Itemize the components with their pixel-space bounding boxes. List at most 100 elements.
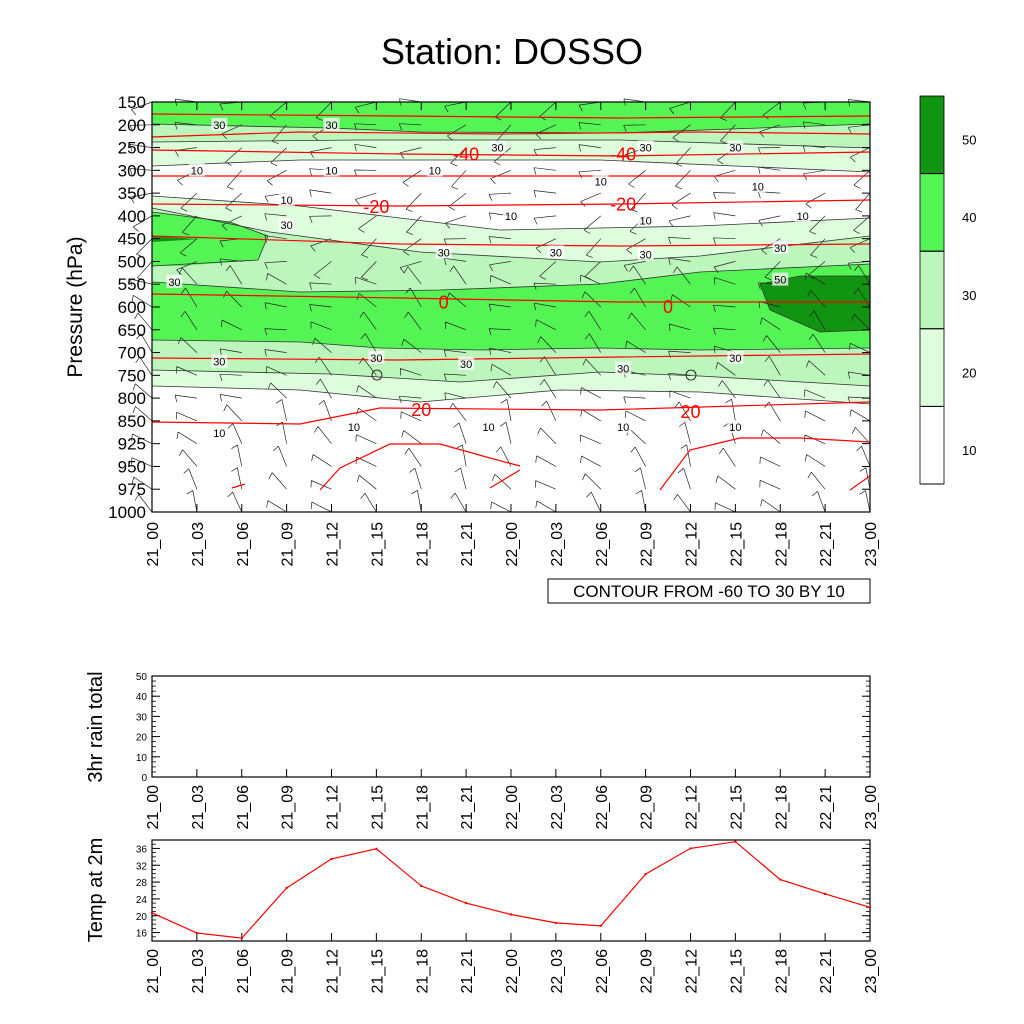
temp-point bbox=[644, 872, 647, 876]
temp-point bbox=[285, 886, 288, 890]
x-tick-label: 21_15 bbox=[369, 949, 386, 994]
y-tick-label: 16 bbox=[136, 929, 148, 940]
pressure-tick-label: 800 bbox=[118, 389, 146, 408]
temp-axes: 16 20 24 28 32 36 21_00 21_03 21_06 21_09 21_12 21_… bbox=[136, 839, 880, 994]
x-tick-label: 22_00 bbox=[504, 949, 521, 994]
temperature-contour-line bbox=[151, 113, 871, 119]
temperature-contour-line bbox=[231, 483, 246, 489]
pressure-tick-label: 250 bbox=[118, 139, 146, 158]
humidity-label-bg bbox=[211, 117, 228, 131]
temperature-contour-label: 20 bbox=[411, 400, 431, 420]
y-tick-label: 32 bbox=[136, 861, 148, 872]
cross-section-panel: 30 30 30 30 30 10 10 10 10 10 10 30 10 10 10 30 30 30 30 30… bbox=[64, 93, 880, 604]
humidity-label: 30 bbox=[281, 220, 293, 232]
temp-points bbox=[150, 840, 872, 940]
legend-label: 10 bbox=[962, 443, 976, 458]
humidity-contour-lines bbox=[151, 123, 871, 405]
pressure-tick-label: 300 bbox=[118, 161, 146, 180]
rain-axes: 0 10 20 30 40 50 21_00 21_03 21_06 21_09 21_12 21_1… bbox=[136, 672, 880, 830]
legend-label: 30 bbox=[962, 288, 976, 303]
y-tick-label: 28 bbox=[136, 878, 148, 889]
humidity-label-bg bbox=[772, 240, 789, 254]
humidity-label: 30 bbox=[460, 359, 472, 371]
pressure-tick-label: 950 bbox=[118, 457, 146, 476]
humidity-label-bg bbox=[727, 419, 744, 433]
humidity-label: 30 bbox=[640, 143, 652, 155]
temperature-contour-line bbox=[151, 235, 871, 247]
humidity-label-bg bbox=[278, 218, 295, 231]
pressure-axis-label: Pressure (hPa) bbox=[64, 236, 87, 377]
humidity-label-bg bbox=[211, 354, 228, 368]
humidity-label-bg bbox=[727, 351, 744, 365]
time-axis-main: 21_00 21_03 21_06 21_09 21_12 21_15 21_18 21_21… bbox=[145, 102, 880, 567]
humidity-label: 10 bbox=[617, 422, 629, 434]
legend-label: 50 bbox=[962, 133, 976, 148]
time-tick-label: 22_18 bbox=[773, 522, 790, 567]
humidity-label: 10 bbox=[505, 211, 517, 223]
temperature-contour-label: 0 bbox=[663, 297, 673, 317]
humidity-label: 10 bbox=[281, 195, 293, 207]
pressure-tick-label: 1000 bbox=[108, 503, 146, 522]
x-tick-label: 22_06 bbox=[594, 785, 611, 830]
pressure-tick-label: 650 bbox=[118, 321, 146, 340]
x-tick-label: 22_03 bbox=[549, 949, 566, 994]
x-tick-label: 22_21 bbox=[818, 785, 835, 830]
temp-point bbox=[330, 857, 333, 861]
humidity-contour-line bbox=[151, 385, 871, 405]
temperature-contour-label: 0 bbox=[439, 292, 449, 312]
legend-label: 40 bbox=[962, 210, 976, 225]
legend-label: 20 bbox=[962, 365, 976, 380]
temp-point bbox=[734, 840, 737, 843]
humidity-label-bg bbox=[637, 140, 654, 154]
y-tick-label: 10 bbox=[136, 753, 148, 764]
humidity-label-bg bbox=[166, 274, 183, 288]
rain-axis-label: 3hr rain total bbox=[85, 671, 107, 782]
humidity-label-bg bbox=[480, 419, 497, 433]
y-tick-label: 20 bbox=[136, 733, 148, 744]
humidity-label-bg bbox=[503, 208, 519, 222]
pressure-tick-label: 200 bbox=[118, 116, 146, 135]
temp-point bbox=[195, 931, 199, 935]
x-tick-label: 22_12 bbox=[684, 785, 701, 830]
pressure-tick-label: 600 bbox=[118, 298, 146, 317]
x-tick-label: 22_21 bbox=[818, 949, 835, 994]
time-tick-label: 21_03 bbox=[190, 522, 207, 567]
humidity-label-bg bbox=[188, 163, 205, 177]
humidity-label-bg bbox=[749, 179, 766, 193]
humidity-label: 10 bbox=[482, 422, 494, 434]
x-tick-label: 21_09 bbox=[280, 949, 297, 994]
humidity-label: 10 bbox=[752, 181, 764, 193]
time-tick-label: 22_21 bbox=[818, 522, 835, 567]
time-tick-label: 21_18 bbox=[414, 522, 431, 567]
humidity-label-bg bbox=[211, 426, 228, 440]
y-tick-label: 20 bbox=[136, 912, 148, 923]
rain-frame bbox=[151, 675, 871, 778]
humidity-label: 30 bbox=[213, 357, 225, 369]
pressure-tick-label: 400 bbox=[118, 207, 146, 226]
legend-swatch bbox=[919, 405, 945, 485]
legend-swatch bbox=[919, 95, 945, 174]
temp-point bbox=[375, 847, 378, 851]
x-tick-label: 21_06 bbox=[235, 949, 252, 994]
temperature-contour-labels: -40 -40 -20 -20 0 0 20 20 bbox=[363, 144, 700, 421]
temp-point bbox=[150, 911, 154, 915]
x-tick-label: 21_06 bbox=[235, 785, 252, 830]
y-tick-label: 24 bbox=[136, 895, 148, 906]
temp-point bbox=[599, 924, 602, 928]
temperature-contour-label: 20 bbox=[680, 402, 700, 422]
y-tick-label: 40 bbox=[136, 692, 148, 703]
humidity-label-bg bbox=[345, 419, 362, 433]
temperature-contour-line bbox=[659, 437, 871, 491]
x-tick-label: 22_00 bbox=[504, 785, 521, 830]
humidity-label-bg bbox=[615, 361, 632, 375]
legend-swatch bbox=[919, 328, 945, 407]
shade-left-dark bbox=[152, 236, 200, 242]
x-tick-label: 21_03 bbox=[190, 949, 207, 994]
y-tick-label: 30 bbox=[136, 712, 148, 723]
temperature-contour-line bbox=[151, 149, 871, 157]
x-tick-label: 22_12 bbox=[684, 949, 701, 994]
humidity-contour-line bbox=[151, 195, 871, 231]
x-tick-label: 21_18 bbox=[414, 785, 431, 830]
pressure-tick-label: 500 bbox=[118, 252, 146, 271]
pressure-axis: 1502002503003504004505005506006507007508… bbox=[108, 93, 870, 522]
